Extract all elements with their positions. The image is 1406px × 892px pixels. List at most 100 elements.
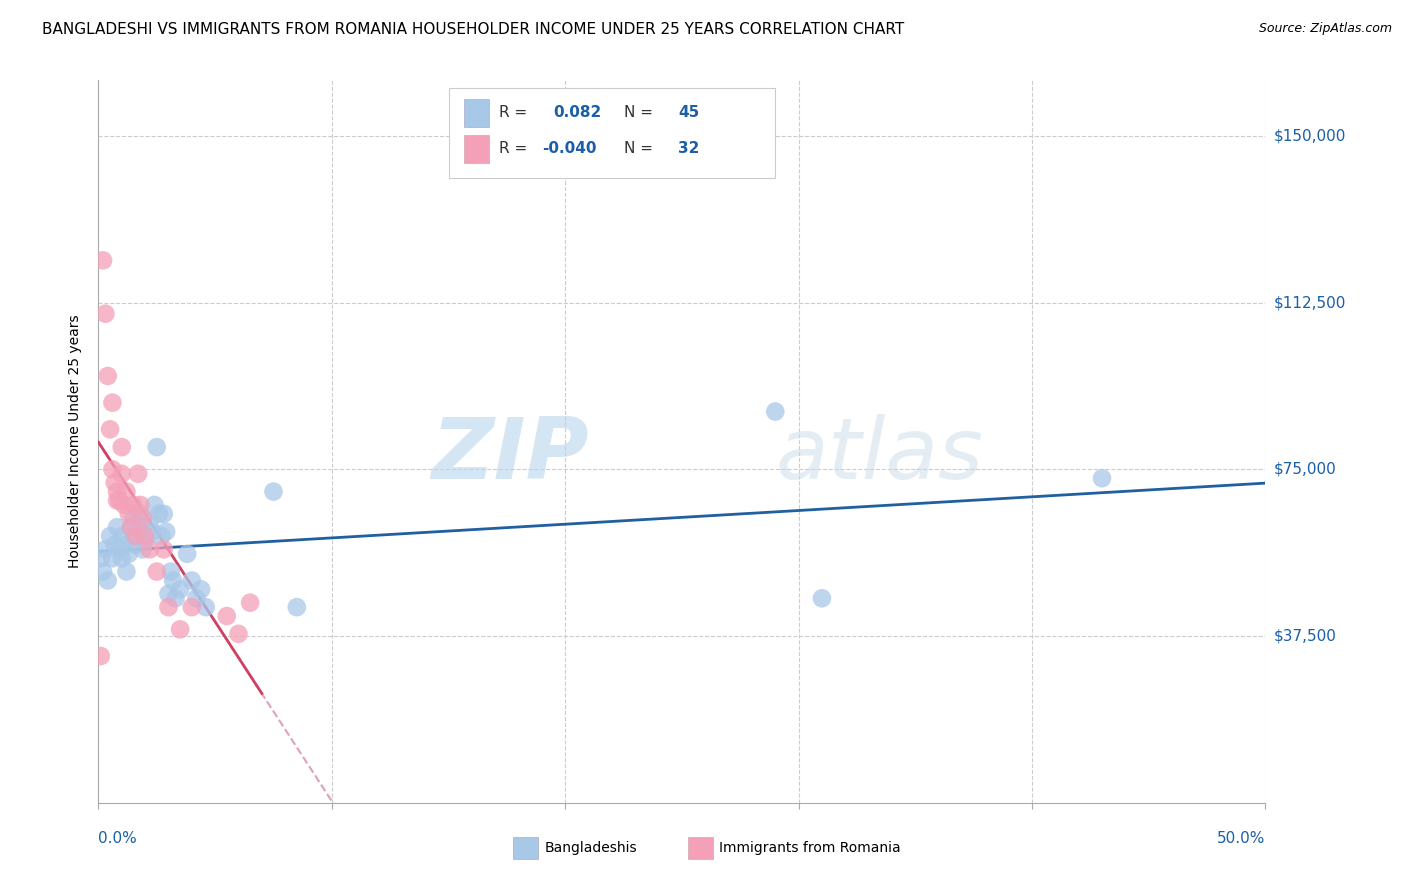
Point [146, 440, 169, 454]
FancyBboxPatch shape [513, 838, 538, 859]
Point [190, 582, 212, 597]
Point [146, 565, 169, 579]
Point [139, 516, 162, 530]
Point [90, 551, 112, 566]
Point [180, 574, 202, 588]
Point [125, 529, 148, 543]
Point [215, 609, 238, 624]
FancyBboxPatch shape [464, 136, 489, 162]
Point [101, 551, 124, 566]
Point [90, 649, 112, 664]
Text: 0.082: 0.082 [554, 105, 602, 120]
Text: R =: R = [499, 142, 531, 156]
Point [155, 524, 177, 539]
Text: $37,500: $37,500 [1274, 629, 1337, 643]
Point [108, 542, 131, 557]
Point [98, 529, 121, 543]
Point [1091, 471, 1114, 485]
Point [91, 565, 114, 579]
Point [129, 498, 152, 512]
Point [228, 627, 250, 641]
Point [97, 574, 120, 588]
Point [104, 538, 127, 552]
Point [132, 511, 155, 525]
Point [118, 507, 141, 521]
Point [152, 542, 174, 557]
Point [285, 600, 308, 615]
Point [98, 422, 121, 436]
Point [152, 507, 174, 521]
Point [118, 547, 141, 561]
Point [115, 565, 138, 579]
Text: 45: 45 [679, 105, 700, 120]
Text: $150,000: $150,000 [1274, 128, 1346, 144]
Point [111, 551, 134, 566]
Point [141, 524, 163, 539]
Text: 50.0%: 50.0% [1218, 830, 1265, 846]
Point [139, 542, 162, 557]
Text: 32: 32 [679, 142, 700, 156]
Point [104, 475, 127, 490]
Point [763, 404, 786, 418]
Point [150, 529, 173, 543]
Text: Source: ZipAtlas.com: Source: ZipAtlas.com [1258, 22, 1392, 36]
Point [122, 498, 145, 512]
Point [157, 600, 180, 615]
Point [112, 538, 135, 552]
Text: R =: R = [499, 105, 531, 120]
Point [162, 574, 184, 588]
FancyBboxPatch shape [688, 838, 713, 859]
Point [132, 542, 155, 557]
Point [159, 565, 181, 579]
Point [122, 529, 145, 543]
Point [811, 591, 834, 606]
Point [165, 591, 187, 606]
Text: -0.040: -0.040 [541, 142, 596, 156]
Point [262, 484, 284, 499]
Text: BANGLADESHI VS IMMIGRANTS FROM ROMANIA HOUSEHOLDER INCOME UNDER 25 YEARS CORRELA: BANGLADESHI VS IMMIGRANTS FROM ROMANIA H… [42, 22, 904, 37]
Point [122, 511, 145, 525]
Text: N =: N = [623, 142, 658, 156]
Text: N =: N = [623, 105, 658, 120]
Point [127, 467, 149, 481]
Point [186, 591, 208, 606]
FancyBboxPatch shape [464, 99, 489, 127]
Point [115, 484, 138, 499]
Point [111, 467, 134, 481]
Point [108, 493, 131, 508]
Point [129, 507, 152, 521]
FancyBboxPatch shape [449, 87, 775, 178]
Point [120, 520, 142, 534]
Point [134, 533, 156, 548]
Point [176, 547, 198, 561]
Point [105, 493, 128, 508]
Text: Bangladeshis: Bangladeshis [544, 841, 637, 855]
Point [111, 440, 134, 454]
Point [194, 600, 217, 615]
Point [105, 520, 128, 534]
Point [134, 529, 156, 543]
Text: $75,000: $75,000 [1274, 462, 1337, 477]
Point [97, 368, 120, 383]
Point [169, 623, 191, 637]
Point [157, 587, 180, 601]
Point [101, 462, 124, 476]
Point [148, 507, 170, 521]
Point [111, 529, 134, 543]
Point [180, 600, 202, 615]
Point [120, 520, 142, 534]
Point [91, 253, 114, 268]
Text: ZIP: ZIP [430, 415, 589, 498]
Point [143, 498, 166, 512]
Point [239, 596, 262, 610]
Text: 0.0%: 0.0% [98, 830, 138, 846]
Point [105, 484, 128, 499]
Text: atlas: atlas [775, 415, 983, 498]
Text: Immigrants from Romania: Immigrants from Romania [720, 841, 901, 855]
Text: $112,500: $112,500 [1274, 295, 1346, 310]
Point [112, 498, 135, 512]
Point [169, 582, 191, 597]
Point [125, 538, 148, 552]
Point [94, 307, 117, 321]
Point [94, 542, 117, 557]
